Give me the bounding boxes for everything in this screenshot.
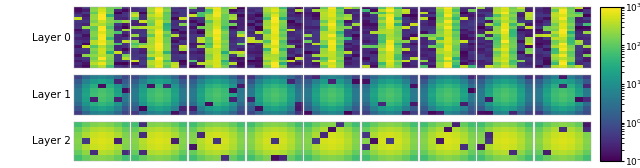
Text: Layer 0: Layer 0 <box>31 33 70 43</box>
Text: Layer 2: Layer 2 <box>31 136 70 146</box>
Text: Layer 1: Layer 1 <box>31 90 70 100</box>
